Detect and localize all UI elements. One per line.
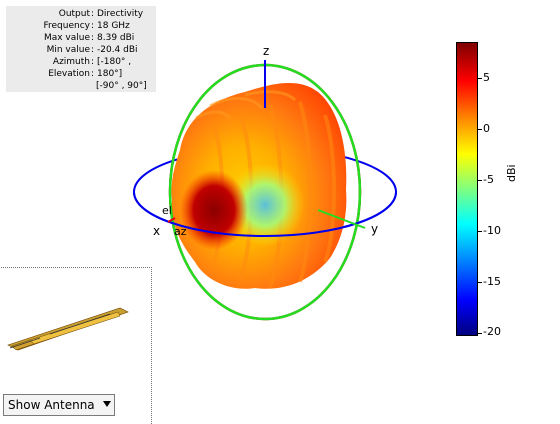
info-row-output: Output: Directivity — [58, 9, 144, 19]
info-value: 180°] — [97, 69, 123, 79]
colorbar-unit-label: dBi — [505, 164, 518, 182]
colorbar-tick-label: 5 — [483, 71, 490, 84]
info-value: -20.4 dBi — [97, 45, 138, 55]
directivity-surface — [171, 82, 347, 289]
info-row-min-value: Min value: -20.4 dBi — [46, 45, 138, 55]
colorbar-tick — [478, 282, 482, 283]
info-row-elevation: Elevation:180°] — [48, 69, 123, 79]
azimuth-angle-label: az — [174, 225, 187, 238]
info-row-frequency: Frequency:18 GHz — [43, 21, 130, 31]
info-value: Directivity — [97, 9, 144, 19]
info-key: Frequency — [43, 21, 91, 31]
colorbar-tick — [478, 129, 482, 130]
y-axis-line — [317, 209, 366, 229]
colorbar-tick-label: -20 — [483, 325, 501, 338]
x-axis-line — [167, 217, 176, 223]
info-row-max-value: Max value:8.39 dBi — [43, 33, 135, 43]
antenna-preview — [7, 307, 129, 351]
chevron-down-icon[interactable] — [103, 401, 111, 407]
colorbar-tick-label: -10 — [483, 224, 501, 237]
info-value: 18 GHz — [97, 21, 130, 31]
info-elevation-range: [-90° , 90°] — [96, 81, 147, 91]
info-key: Max value — [43, 33, 90, 43]
info-key: Output — [58, 9, 90, 19]
info-value: 8.39 dBi — [97, 33, 135, 43]
info-key: Min value — [46, 45, 90, 55]
colorbar-tick — [478, 180, 482, 181]
colorbar-tick — [478, 231, 482, 232]
show-antenna-dropdown[interactable]: Show Antenna — [3, 394, 115, 416]
info-row-azimuth: Azimuth: [-180° , — [52, 57, 132, 67]
colorbar-tick — [478, 78, 482, 79]
info-panel: Output: Directivity Frequency:18 GHz Max … — [6, 6, 156, 92]
colorbar — [456, 42, 478, 336]
z-axis-label: z — [263, 44, 269, 58]
info-key: Elevation — [48, 69, 90, 79]
colorbar-tick-label: -15 — [483, 275, 501, 288]
show-antenna-label: Show Antenna — [8, 398, 95, 412]
colorbar-tick-label: -5 — [483, 173, 494, 186]
y-axis-label: y — [371, 222, 378, 236]
colorbar-tick — [478, 333, 482, 334]
antenna-view-panel — [0, 267, 152, 424]
info-value: [-180° , — [97, 57, 132, 67]
elevation-angle-label: el — [162, 204, 172, 217]
azimuth-ring-front — [133, 191, 397, 238]
info-key: Azimuth — [52, 57, 90, 67]
x-axis-label: x — [153, 224, 160, 238]
colorbar-tick-label: 0 — [483, 122, 490, 135]
